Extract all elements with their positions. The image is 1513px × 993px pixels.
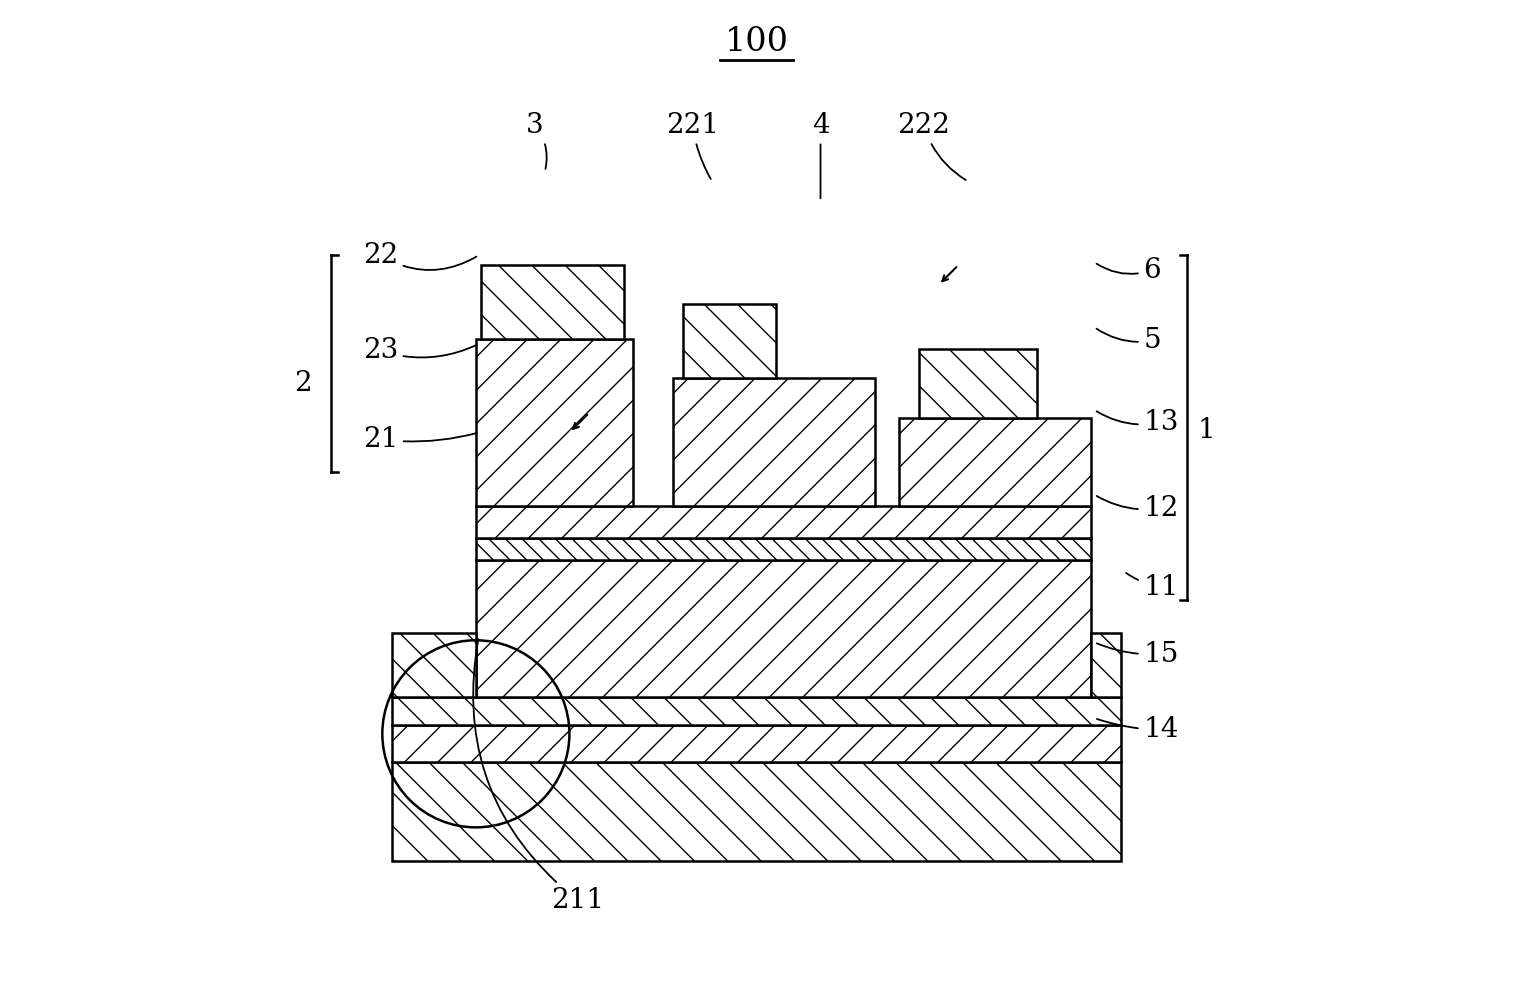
Text: 221: 221 — [666, 112, 719, 179]
Bar — [477, 559, 1091, 697]
Text: 11: 11 — [1126, 573, 1179, 601]
Bar — [682, 305, 776, 378]
Text: 5: 5 — [1097, 328, 1160, 355]
Text: 15: 15 — [1097, 640, 1179, 667]
Bar — [477, 339, 634, 506]
Bar — [481, 265, 623, 339]
Bar — [477, 538, 1091, 559]
Bar — [392, 763, 1121, 861]
Bar — [392, 634, 477, 697]
Bar — [918, 349, 1036, 418]
Bar — [899, 418, 1091, 506]
Text: 21: 21 — [363, 426, 477, 453]
Text: 6: 6 — [1097, 256, 1160, 284]
Text: 100: 100 — [725, 26, 788, 58]
Text: 1: 1 — [1198, 417, 1215, 444]
Text: 13: 13 — [1097, 409, 1179, 436]
Bar — [477, 506, 1091, 538]
Text: 22: 22 — [363, 241, 477, 270]
Text: 4: 4 — [811, 112, 829, 199]
Text: 211: 211 — [474, 639, 604, 914]
Text: 14: 14 — [1097, 716, 1179, 744]
Text: 23: 23 — [363, 338, 477, 364]
Text: 3: 3 — [527, 112, 546, 169]
Text: 12: 12 — [1097, 495, 1179, 521]
Bar — [1091, 634, 1121, 697]
Text: 222: 222 — [897, 112, 965, 180]
Text: 2: 2 — [294, 369, 312, 397]
Bar — [392, 697, 1121, 725]
Bar — [392, 725, 1121, 763]
Bar — [673, 378, 875, 506]
